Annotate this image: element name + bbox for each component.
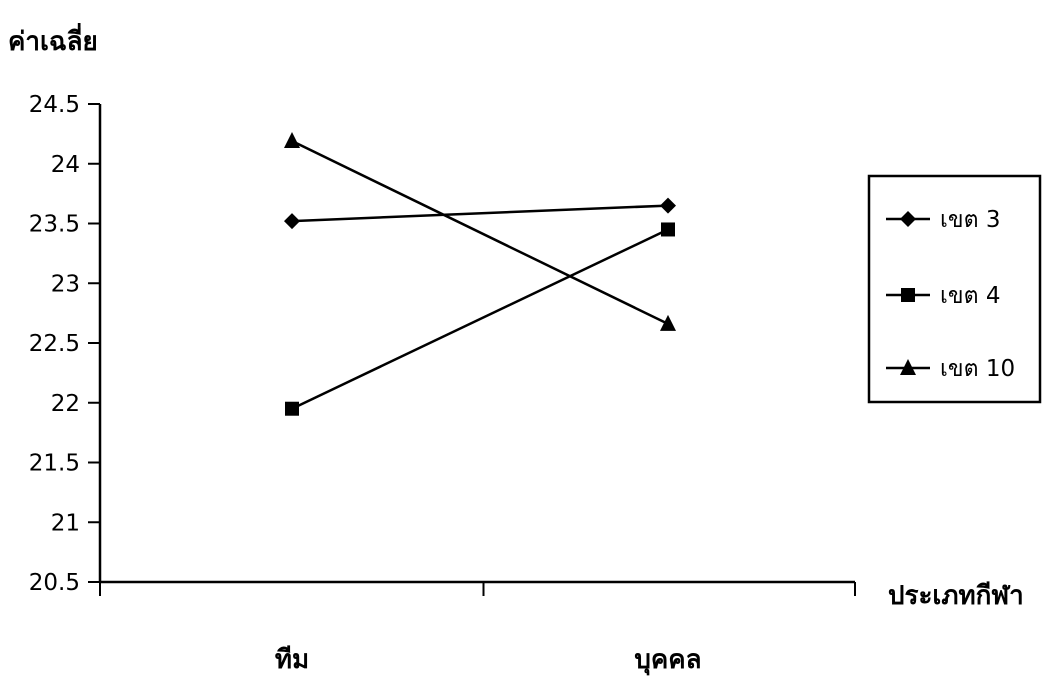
y-tick-label: 23.5 <box>29 212 80 238</box>
y-axis-ticks: 20.5 21 21.5 22 22.5 23 23.5 24 24.5 <box>29 92 100 596</box>
y-axis-title: ค่าเฉลี่ย <box>8 22 98 57</box>
series-3 <box>284 132 676 331</box>
y-tick-label: 21 <box>51 510 80 536</box>
series-line <box>291 139 669 326</box>
legend-item: เขต 3 <box>886 207 1000 233</box>
data-point <box>660 197 676 214</box>
x-axis-categories: ทีม บุคคล <box>275 645 702 676</box>
legend-marker <box>900 211 916 227</box>
data-point <box>661 222 675 237</box>
y-tick-label: 24 <box>51 152 80 178</box>
y-tick-label: 21.5 <box>29 451 80 477</box>
y-tick-label: 22 <box>51 391 80 417</box>
legend: เขต 3 เขต 4 เขต 10 <box>867 174 1042 404</box>
axes <box>98 104 856 596</box>
legend-box <box>867 174 1042 404</box>
series-line <box>291 228 669 410</box>
series-2 <box>285 222 675 416</box>
x-category-label: บุคคล <box>634 645 701 676</box>
series-line <box>291 204 669 223</box>
data-point <box>284 213 300 230</box>
legend-item: เขต 10 <box>886 356 1015 382</box>
legend-label: เขต 4 <box>940 283 1000 309</box>
series-group <box>284 132 676 416</box>
legend-marker <box>900 359 916 375</box>
x-category-label: ทีม <box>275 645 309 675</box>
y-tick-label: 24.5 <box>29 92 80 118</box>
data-point <box>285 401 299 416</box>
legend-item: เขต 4 <box>886 283 1000 309</box>
x-axis-title: ประเภทกีฬา <box>888 581 1024 611</box>
series-1 <box>284 197 676 230</box>
y-tick-label: 20.5 <box>29 570 80 596</box>
data-point <box>660 314 676 331</box>
y-tick-label: 23 <box>51 271 80 297</box>
legend-label: เขต 10 <box>940 356 1015 382</box>
data-point <box>284 132 300 149</box>
legend-label: เขต 3 <box>940 207 1000 233</box>
legend-marker <box>901 288 915 302</box>
y-tick-label: 22.5 <box>29 331 80 357</box>
